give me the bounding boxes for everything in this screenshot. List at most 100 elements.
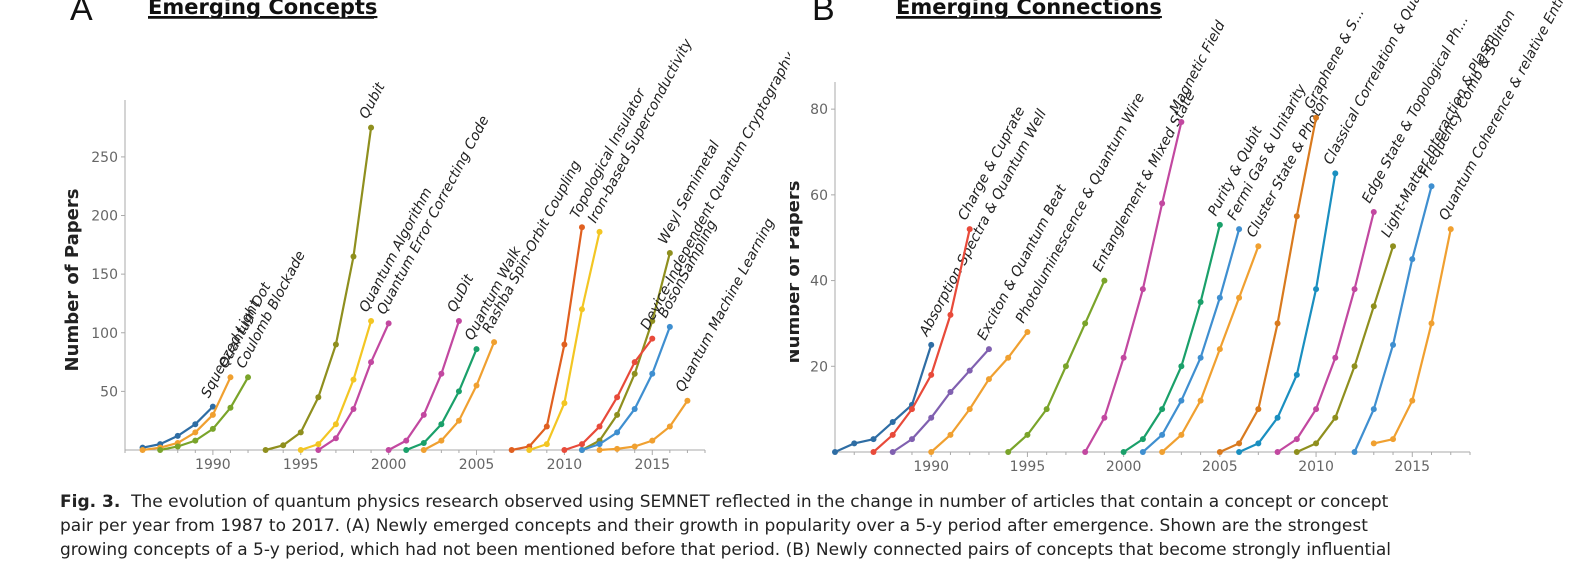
series-line [930, 331, 1029, 453]
series-line [892, 348, 990, 453]
data-point [1120, 354, 1127, 361]
y-tick-label: 250 [91, 150, 118, 166]
data-point [1178, 119, 1185, 125]
series-absorption-spectra-quantum-well [832, 341, 935, 455]
data-point [578, 447, 585, 453]
panel-letter: A [70, 0, 93, 28]
data-point [1139, 436, 1146, 443]
series-light-matter-interaction-plasm [1293, 243, 1397, 455]
series-magnetic-field [1082, 119, 1185, 455]
data-point [280, 442, 287, 449]
y-tick-label: 20 [810, 359, 828, 375]
chart-title: Emerging Concepts [148, 0, 377, 19]
series-purity-qubit [1120, 221, 1223, 455]
series-label: Magnetic Field [1167, 18, 1229, 116]
data-point [455, 417, 462, 424]
data-point [596, 423, 603, 430]
series-line [564, 337, 654, 452]
data-point [928, 414, 935, 421]
data-point [368, 124, 375, 131]
series-label: QuDit [444, 272, 477, 315]
data-point [1313, 114, 1320, 121]
data-point [139, 447, 146, 453]
data-point [889, 431, 896, 438]
data-point [908, 406, 915, 413]
series-line [388, 320, 460, 451]
data-point [1332, 414, 1339, 421]
data-point [1197, 397, 1204, 404]
data-point [1236, 226, 1243, 233]
data-point [315, 394, 322, 401]
caption-line-2: pair per year from 1987 to 2017. (A) New… [60, 516, 1368, 536]
data-point [227, 404, 234, 411]
series-edge-state-topological-ph [1274, 209, 1377, 455]
data-point [385, 447, 392, 453]
series-fermi-gas-unitarity [1139, 226, 1243, 455]
data-point [889, 419, 896, 425]
data-point [614, 394, 621, 401]
data-point [928, 371, 935, 378]
panel-a-chart: A Emerging Concepts 50 100 150 200 250 1990 1995… [62, 0, 790, 473]
series-classical-correlation-quantum-discord [1236, 170, 1339, 455]
data-point [1332, 170, 1339, 177]
x-tick-label: 1990 [913, 459, 949, 475]
data-point [1082, 449, 1089, 455]
series-label: Qubit [356, 80, 388, 122]
y-axis-label: Number of Papers [790, 181, 804, 364]
data-point [1236, 440, 1243, 447]
data-point [1370, 303, 1377, 310]
data-point [262, 447, 269, 453]
data-point [1370, 406, 1377, 413]
y-tick-label: 200 [91, 209, 118, 225]
data-point [666, 323, 673, 330]
x-tick-label: 2010 [1298, 459, 1334, 475]
data-point [403, 447, 410, 453]
data-point [1062, 363, 1069, 370]
series-line [872, 228, 971, 453]
caption-line-3: growing concepts of a 5-y period, which … [60, 540, 1392, 560]
series-rashba-spin-orbit-coupling [420, 339, 498, 453]
data-point [315, 447, 322, 453]
data-point [438, 437, 445, 444]
data-point [350, 376, 357, 383]
data-point [1178, 397, 1185, 404]
data-point [1293, 213, 1300, 220]
series-quantum-coherence-relative-entropy [1370, 226, 1454, 447]
data-point [1005, 354, 1012, 361]
data-point [1255, 406, 1262, 413]
data-point [473, 382, 480, 389]
data-point [192, 437, 199, 444]
data-point [1428, 320, 1435, 327]
data-point [1024, 329, 1031, 335]
series-line [423, 341, 496, 451]
data-point [1159, 449, 1166, 455]
data-point [631, 370, 638, 377]
data-point [1293, 436, 1300, 443]
chart-title: Emerging Connections [896, 0, 1162, 19]
x-tick-label: 1995 [283, 457, 319, 473]
data-point [1447, 226, 1454, 233]
data-point [561, 447, 568, 453]
series-weyl-semimetal [578, 250, 673, 453]
data-point [227, 374, 234, 381]
data-point [870, 436, 877, 443]
data-point [889, 449, 896, 455]
data-point [614, 429, 621, 436]
data-point [1216, 346, 1223, 353]
data-point [578, 224, 585, 231]
y-axis-label: Number of Papers [62, 189, 83, 372]
data-point [543, 441, 550, 448]
data-point [666, 423, 673, 430]
data-point [1370, 440, 1377, 447]
data-point [526, 447, 533, 453]
x-tick-label: 2005 [459, 457, 495, 473]
series-label: Entanglement & Mixed State [1090, 89, 1199, 275]
data-point [543, 423, 550, 430]
x-tick-label: 2015 [634, 457, 670, 473]
data-point [438, 421, 445, 428]
data-point [1139, 449, 1146, 455]
data-point [1197, 299, 1204, 305]
data-point [614, 411, 621, 418]
series-line [1219, 117, 1318, 454]
data-point [928, 341, 935, 348]
